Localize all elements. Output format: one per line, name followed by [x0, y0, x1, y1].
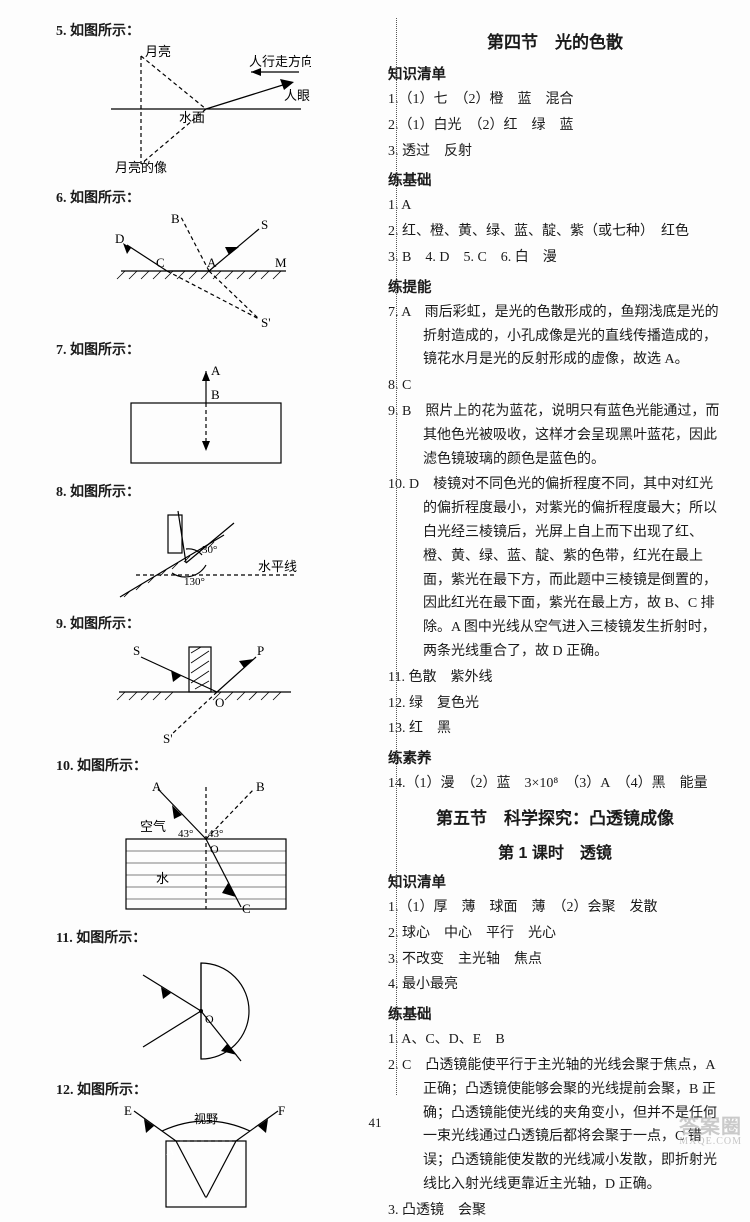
section4-title: 第四节 光的色散 [388, 28, 722, 53]
svg-text:P: P [257, 643, 264, 658]
svg-text:A: A [152, 779, 162, 794]
hdr-lsy: 练素养 [388, 747, 722, 768]
svg-text:43°: 43° [178, 828, 193, 840]
q9-label: 9. 如图所示： [56, 617, 140, 632]
q5-label: 5. 如图所示： [56, 24, 140, 39]
svg-text:月亮的像: 月亮的像 [115, 160, 167, 175]
svg-text:B: B [171, 211, 180, 226]
q12: 12. 如图所示： E F 视野 A B P [56, 1079, 356, 1213]
hdr-ljc: 练基础 [388, 169, 722, 190]
svg-text:C: C [242, 901, 251, 916]
q10-figure: A B 43° 43° 空气 水 O C [116, 779, 296, 919]
kqd2-1: 1.（1）厚 薄 球面 薄 （2）会聚 发散 [388, 896, 722, 920]
kqd2-2: 2. 球心 中心 平行 光心 [388, 922, 722, 946]
svg-text:S: S [133, 643, 140, 658]
svg-text:M: M [275, 255, 287, 270]
ltn-13: 13. 红 黑 [388, 717, 722, 741]
svg-text:A: A [207, 255, 217, 270]
q12-figure: E F 视野 A B P [116, 1103, 296, 1213]
q6-label: 6. 如图所示： [56, 191, 140, 206]
svg-text:F: F [278, 1103, 285, 1118]
svg-text:视野: 视野 [194, 1111, 218, 1126]
q9-figure: S P O S' [111, 637, 301, 747]
ljc2-3: 3. 凸透镜 会聚 [388, 1199, 722, 1222]
svg-text:S: S [261, 217, 268, 232]
q7-label: 7. 如图所示： [56, 343, 140, 358]
ljc-3: 3. B 4. D 5. C 6. 白 漫 [388, 246, 722, 270]
svg-text:水: 水 [156, 871, 169, 886]
q6-figure: B S D C A M S' [111, 211, 301, 331]
q7: 7. 如图所示： A B [56, 339, 356, 473]
hdr-ltn: 练提能 [388, 276, 722, 297]
svg-text:A: A [166, 1144, 175, 1158]
q7-figure: A B [121, 363, 291, 473]
kqd-1: 1.（1）七 （2）橙 蓝 混合 [388, 88, 722, 112]
svg-text:O: O [210, 842, 219, 856]
ltn-9: 9. B 照片上的花为蓝花，说明只有蓝色光能通过，而其他色光被吸收，这样才会呈现… [388, 400, 722, 471]
kqd-2: 2.（1）白光 （2）红 绿 蓝 [388, 114, 722, 138]
column-divider [396, 18, 397, 1095]
q11: 11. 如图所示： O [56, 927, 356, 1071]
q9: 9. 如图所示： [56, 613, 356, 747]
svg-text:水面: 水面 [179, 110, 205, 125]
ltn-8: 8. C [388, 374, 722, 398]
q11-label: 11. 如图所示： [56, 931, 146, 946]
svg-text:P: P [202, 1194, 209, 1208]
ltn-12: 12. 绿 复色光 [388, 692, 722, 716]
kqd2-4: 4. 最小最亮 [388, 973, 722, 997]
ltn-11: 11. 色散 紫外线 [388, 666, 722, 690]
hdr-kqd: 知识清单 [388, 63, 722, 84]
q5-figure: 月亮 人行走方向 人眼 水面 月亮的像 [101, 44, 311, 179]
q12-label: 12. 如图所示： [56, 1083, 147, 1098]
svg-text:43°: 43° [208, 828, 223, 840]
q5: 5. 如图所示： 月亮 人行走方向 人眼 水面 月亮的像 [56, 20, 356, 179]
svg-text:O: O [215, 695, 224, 710]
watermark: 答案圈 [679, 1110, 742, 1139]
svg-text:人眼: 人眼 [284, 88, 310, 103]
svg-text:30°: 30° [202, 544, 217, 556]
page-number: 41 [369, 1115, 382, 1131]
svg-text:A: A [211, 363, 221, 378]
kqd-3: 3. 透过 反射 [388, 140, 722, 164]
svg-text:S': S' [261, 315, 271, 330]
svg-text:E: E [124, 1103, 132, 1118]
q11-figure: O [131, 951, 281, 1071]
svg-text:D: D [115, 231, 124, 246]
section5-sub: 第 1 课时 透镜 [388, 839, 722, 863]
right-column: 第四节 光的色散 知识清单 1.（1）七 （2）橙 蓝 混合 2.（1）白光 （… [366, 20, 722, 1111]
svg-text:B: B [256, 779, 265, 794]
ltn-10: 10. D 棱镜对不同色光的偏折程度不同，其中对红光的偏折程度最小，对紫光的偏折… [388, 473, 722, 663]
svg-text:S': S' [163, 731, 173, 746]
svg-text:月亮: 月亮 [145, 44, 171, 59]
svg-text:空气: 空气 [140, 819, 166, 834]
svg-text:水平线: 水平线 [258, 559, 297, 574]
ljc-2: 2. 红、橙、黄、绿、蓝、靛、紫（或七种） 红色 [388, 220, 722, 244]
svg-text:B: B [236, 1144, 244, 1158]
q10-label: 10. 如图所示： [56, 759, 147, 774]
q6: 6. 如图所示： [56, 187, 356, 331]
svg-text:130°: 130° [184, 576, 205, 588]
hdr-ljc2: 练基础 [388, 1003, 722, 1024]
watermark-sub: MXQE.COM [679, 1136, 742, 1147]
q10: 10. 如图所示： A B 43° 43° 空气 水 [56, 755, 356, 919]
ljc2-2: 2. C 凸透镜能使平行于主光轴的光线会聚于焦点，A 正确；凸透镜使能够会聚的光… [388, 1054, 722, 1197]
q8-label: 8. 如图所示： [56, 485, 140, 500]
section5-title: 第五节 科学探究：凸透镜成像 [388, 804, 722, 829]
svg-text:B: B [211, 387, 220, 402]
hdr-kqd2: 知识清单 [388, 871, 722, 892]
q8-figure: 30° 130° 水平线 [106, 505, 306, 605]
q8: 8. 如图所示： 30° 130° 水平线 [56, 481, 356, 605]
ltn-7: 7. A 雨后彩虹，是光的色散形成的，鱼翔浅底是光的折射造成的，小孔成像是光的直… [388, 301, 722, 372]
lsy-14: 14.（1）漫 （2）蓝 3×10⁸ （3）A （4）黑 能量 [388, 772, 722, 796]
ljc-1: 1. A [388, 194, 722, 218]
kqd2-3: 3. 不改变 主光轴 焦点 [388, 948, 722, 972]
svg-text:O: O [205, 1012, 214, 1026]
ljc2-1: 1. A、C、D、E B [388, 1028, 722, 1052]
svg-text:C: C [156, 255, 165, 270]
svg-text:人行走方向: 人行走方向 [249, 54, 311, 69]
